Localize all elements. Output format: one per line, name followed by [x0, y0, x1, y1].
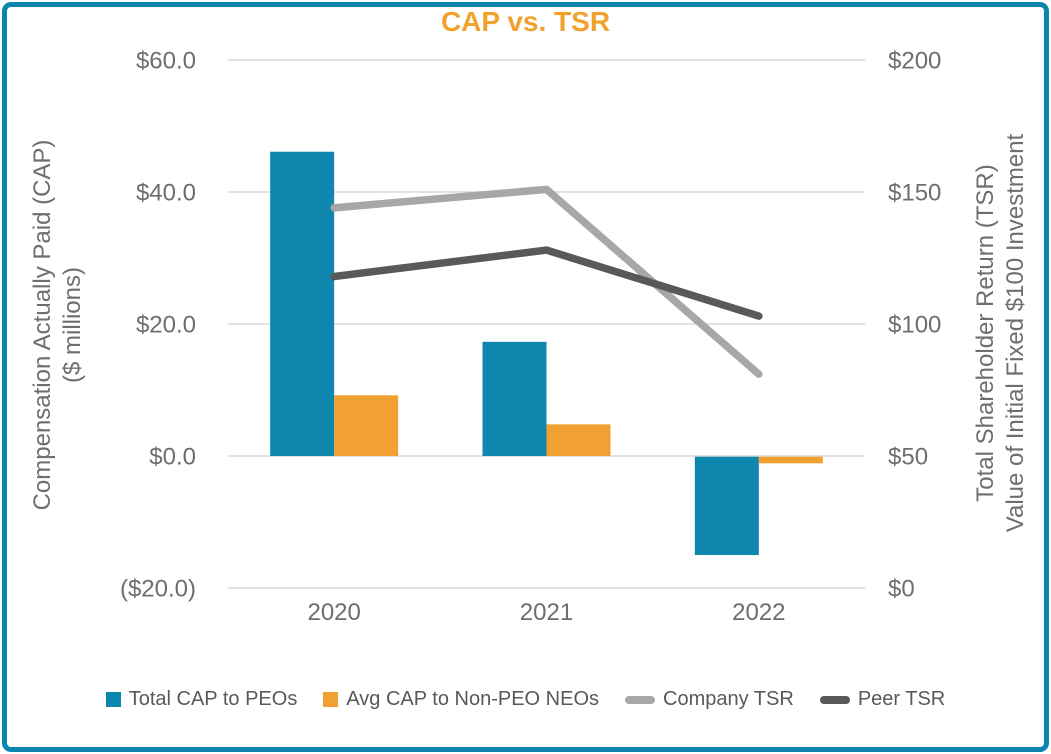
right-axis-tick-label: $50 — [888, 444, 928, 471]
right-axis-tick-label: $200 — [888, 48, 941, 75]
right-axis-title-line2: Value of Initial Fixed $100 Investment — [1002, 133, 1029, 533]
bar-avg-cap-to-non-peo-neos-2021 — [546, 424, 611, 456]
bar-total-cap-to-peos-2022 — [694, 456, 759, 556]
legend-label-avg-cap-non-peo-neos: Avg CAP to Non-PEO NEOs — [346, 688, 600, 710]
right-axis-tick-label: $100 — [888, 312, 941, 339]
legend-item-company-tsr: Company TSR — [625, 688, 794, 711]
legend: Total CAP to PEOs Avg CAP to Non-PEO NEO… — [0, 688, 1051, 711]
legend-swatch-peer-tsr — [819, 695, 850, 704]
line-company-tsr — [330, 185, 763, 378]
category-label: 2022 — [732, 599, 785, 626]
left-axis-tick-label: $60.0 — [136, 48, 196, 75]
category-label: 2020 — [307, 599, 360, 626]
chart-title: CAP vs. TSR — [440, 6, 611, 37]
left-axis-tick-label: $20.0 — [136, 312, 196, 339]
bar-avg-cap-to-non-peo-neos-2022 — [758, 456, 823, 464]
legend-item-peer-tsr: Peer TSR — [819, 688, 946, 711]
left-axis-tick-label: ($20.0) — [120, 576, 196, 603]
legend-label-company-tsr: Company TSR — [663, 688, 794, 710]
bar-avg-cap-to-non-peo-neos-2020 — [334, 395, 399, 456]
legend-swatch-company-tsr — [625, 695, 656, 704]
legend-swatch-total-cap-peos — [105, 692, 121, 707]
legend-label-peer-tsr: Peer TSR — [857, 688, 946, 710]
right-axis-tick-label: $0 — [888, 576, 915, 603]
left-axis-tick-label: $40.0 — [136, 180, 196, 207]
legend-label-total-cap-peos: Total CAP to PEOs — [128, 688, 298, 710]
line-peer-tsr — [330, 246, 763, 320]
category-label: 2021 — [520, 599, 573, 626]
bar-total-cap-to-peos-2020 — [270, 151, 335, 457]
bar-total-cap-to-peos-2021 — [482, 341, 547, 456]
legend-item-total-cap-peos: Total CAP to PEOs — [105, 688, 298, 711]
left-axis-tick-label: $0.0 — [149, 444, 196, 471]
legend-swatch-avg-cap-non-peo-neos — [323, 692, 339, 707]
right-axis-title-line1: Total Shareholder Return (TSR) — [972, 164, 999, 502]
right-axis-tick-label: $150 — [888, 180, 941, 207]
right-axis-title: Total Shareholder Return (TSR) Value of … — [971, 134, 1031, 532]
legend-item-avg-cap-non-peo-neos: Avg CAP to Non-PEO NEOs — [323, 688, 599, 711]
